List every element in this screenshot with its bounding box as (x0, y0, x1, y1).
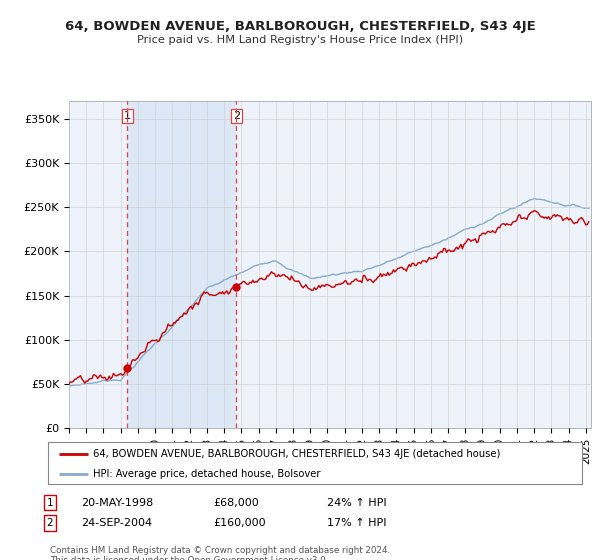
Bar (127, 101, 236, 428)
Text: 2: 2 (233, 111, 240, 122)
Text: HPI: Average price, detached house, Bolsover: HPI: Average price, detached house, Bols… (94, 469, 321, 479)
Text: 24% ↑ HPI: 24% ↑ HPI (327, 498, 386, 508)
Text: 24-SEP-2004: 24-SEP-2004 (81, 518, 152, 528)
Text: 17% ↑ HPI: 17% ↑ HPI (327, 518, 386, 528)
Text: 64, BOWDEN AVENUE, BARLBOROUGH, CHESTERFIELD, S43 4JE: 64, BOWDEN AVENUE, BARLBOROUGH, CHESTERF… (65, 20, 535, 32)
Text: 20-MAY-1998: 20-MAY-1998 (81, 498, 153, 508)
Text: 64, BOWDEN AVENUE, BARLBOROUGH, CHESTERFIELD, S43 4JE (detached house): 64, BOWDEN AVENUE, BARLBOROUGH, CHESTERF… (94, 449, 501, 459)
Text: Contains HM Land Registry data © Crown copyright and database right 2024.
This d: Contains HM Land Registry data © Crown c… (50, 546, 390, 560)
Text: 1: 1 (46, 498, 53, 508)
Text: 2: 2 (46, 518, 53, 528)
Text: Price paid vs. HM Land Registry's House Price Index (HPI): Price paid vs. HM Land Registry's House … (137, 35, 463, 45)
Text: £160,000: £160,000 (213, 518, 266, 528)
Text: £68,000: £68,000 (213, 498, 259, 508)
Text: 1: 1 (124, 111, 131, 122)
